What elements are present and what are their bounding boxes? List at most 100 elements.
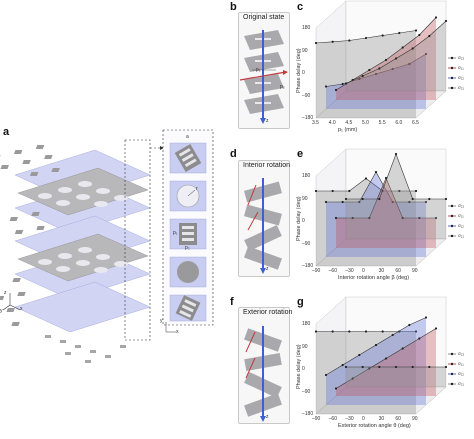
chart-c-legend-3: σ₂₁ (458, 85, 465, 90)
schematic-f-stack (244, 326, 282, 422)
axis-y-label-a: y (0, 308, 3, 314)
chart-c-point-3-2 (378, 67, 381, 70)
chart-c-ytick-2: 0 (302, 70, 305, 76)
chart-c-area-3 (346, 21, 446, 91)
chart-e-point-3-3 (394, 152, 398, 156)
chart-c-point-3-3 (394, 57, 398, 60)
chart-g-legend-1: σ₁₁ (458, 361, 464, 366)
chart-e-legend-1: σ₁₁ (458, 213, 464, 218)
chart-c-legend-dot-1 (450, 66, 454, 70)
chart-e-point-1-2 (358, 200, 361, 204)
chart-c-ytick-3: –90 (302, 92, 311, 99)
chart-c-point-1-2 (358, 77, 361, 81)
chart-g-point-2-6 (434, 327, 438, 330)
chart-c-point-0-6 (414, 29, 418, 32)
chart-e-point-1-4 (391, 200, 394, 204)
chart-g-point-3-6 (444, 365, 448, 369)
chart-e-point-1-6 (424, 200, 428, 204)
chart-e-point-1-1 (341, 200, 344, 204)
chart-g-xlabel: Exterior rotation angle θ (deg) (338, 423, 411, 429)
chart-g-ytick-4: –180 (302, 411, 314, 417)
chart-g-area-3 (346, 367, 446, 387)
panel-letter-a: a (3, 126, 10, 138)
schematic-d-label-z: z (266, 266, 269, 272)
inset-axis-x: x (176, 329, 179, 335)
chart-g-area-1 (326, 317, 426, 405)
chart-g-point-3-4 (411, 365, 414, 369)
chart-g-point-0-2 (348, 330, 351, 333)
chart-g-legend-3: σ₂₁ (458, 381, 465, 386)
inset-label-a: a (186, 134, 189, 140)
chart-c-point-3-1 (361, 74, 364, 78)
chart-g-legend-dot-1 (450, 362, 454, 366)
chart-g-floor (315, 386, 447, 415)
chart-c-point-0-3 (364, 36, 368, 40)
chart-e-point-3-1 (361, 197, 364, 201)
chart-e-point-2-5 (418, 216, 421, 220)
chart-e-point-3-4 (411, 197, 414, 201)
chart-g-point-1-6 (424, 316, 428, 319)
axes-glyph-a (2, 293, 21, 311)
chart-g-legend-2: σ₁₂ (458, 371, 465, 376)
chart-g-point-2-3 (384, 357, 388, 360)
unit-cell-inset (162, 129, 214, 333)
chart-c-area-2 (336, 17, 436, 100)
chart-e-xtick-0: –90 (312, 268, 321, 274)
chart-g-point-0-3 (364, 330, 368, 333)
chart-e-legend-dot-0 (450, 204, 454, 208)
chart-g-point-1-1 (341, 363, 344, 367)
chart-e-xtick-6: 90 (412, 268, 418, 274)
chart-c-point-1-4 (391, 67, 394, 71)
chart-e-area-3 (346, 154, 446, 239)
chart-c-point-1-0 (324, 85, 328, 88)
chart-e-legend-2: σ₁₂ (458, 223, 465, 228)
chart-e-area-2 (336, 178, 436, 248)
chart-c-legend-dot-3 (450, 86, 454, 90)
hole-plate-1 (17, 167, 149, 216)
chart-e-legend-0: σ₂₂ (458, 203, 465, 208)
chart-c-xtick-2: 4.5 (345, 120, 353, 126)
panel-b-title: Original state (243, 14, 285, 21)
chart-e-xtick-2: –30 (345, 268, 354, 274)
inset-label-r: r (196, 186, 198, 192)
chart-g-legend-dot-2 (450, 372, 454, 376)
chart-g-point-1-0 (324, 373, 328, 377)
inset-axis-y: y (160, 318, 163, 324)
chart-g-point-2-0 (334, 387, 338, 390)
chart-c-legend-dot-0 (450, 56, 454, 60)
unit-column-selector (124, 139, 151, 341)
chart-e-point-2-1 (351, 216, 354, 220)
schematic-b-label-p1: p₁ (256, 67, 261, 73)
chart-g-xtick-4: 30 (378, 416, 385, 422)
chart-e-xtick-5: 60 (395, 268, 401, 274)
chart-e-point-3-6 (444, 197, 448, 201)
chart-g-point-3-1 (361, 365, 364, 369)
chart-e-point-2-0 (334, 216, 338, 220)
chart-g-legend-dot-3 (450, 382, 454, 386)
inset-label-p2: p₂ (185, 245, 190, 251)
panel-letter-d: d (230, 148, 237, 160)
chart-c-point-3-5 (428, 34, 431, 38)
chart-c-xtick-6: 6.5 (412, 120, 419, 126)
chart-c-point-1-6 (424, 52, 428, 56)
chart-e-area-1 (326, 172, 426, 257)
chart-g-point-0-0 (314, 330, 318, 333)
chart-c-ytick-4: –180 (302, 115, 314, 121)
chart-c-point-0-1 (331, 40, 334, 43)
chart-c-legend-2: σ₁₂ (458, 75, 465, 80)
chart-e-ytick-3: –90 (302, 240, 311, 247)
chart-e-point-2-4 (401, 216, 404, 220)
chart-e-ytick-2: 0 (302, 218, 305, 224)
chart-c-xtick-4: 5.5 (378, 120, 386, 126)
chart-g-legend-0: σ₂₂ (458, 351, 465, 356)
hole-plate-2 (17, 233, 149, 282)
chart-g-point-1-2 (358, 353, 361, 357)
chart-c-point-3-0 (344, 82, 348, 85)
panel-letter-g: g (297, 296, 304, 308)
chart-e-legend-3: σ₂₁ (458, 233, 465, 238)
chart-e-point-1-5 (408, 200, 411, 204)
chart-g-xtick-0: –90 (312, 416, 321, 422)
